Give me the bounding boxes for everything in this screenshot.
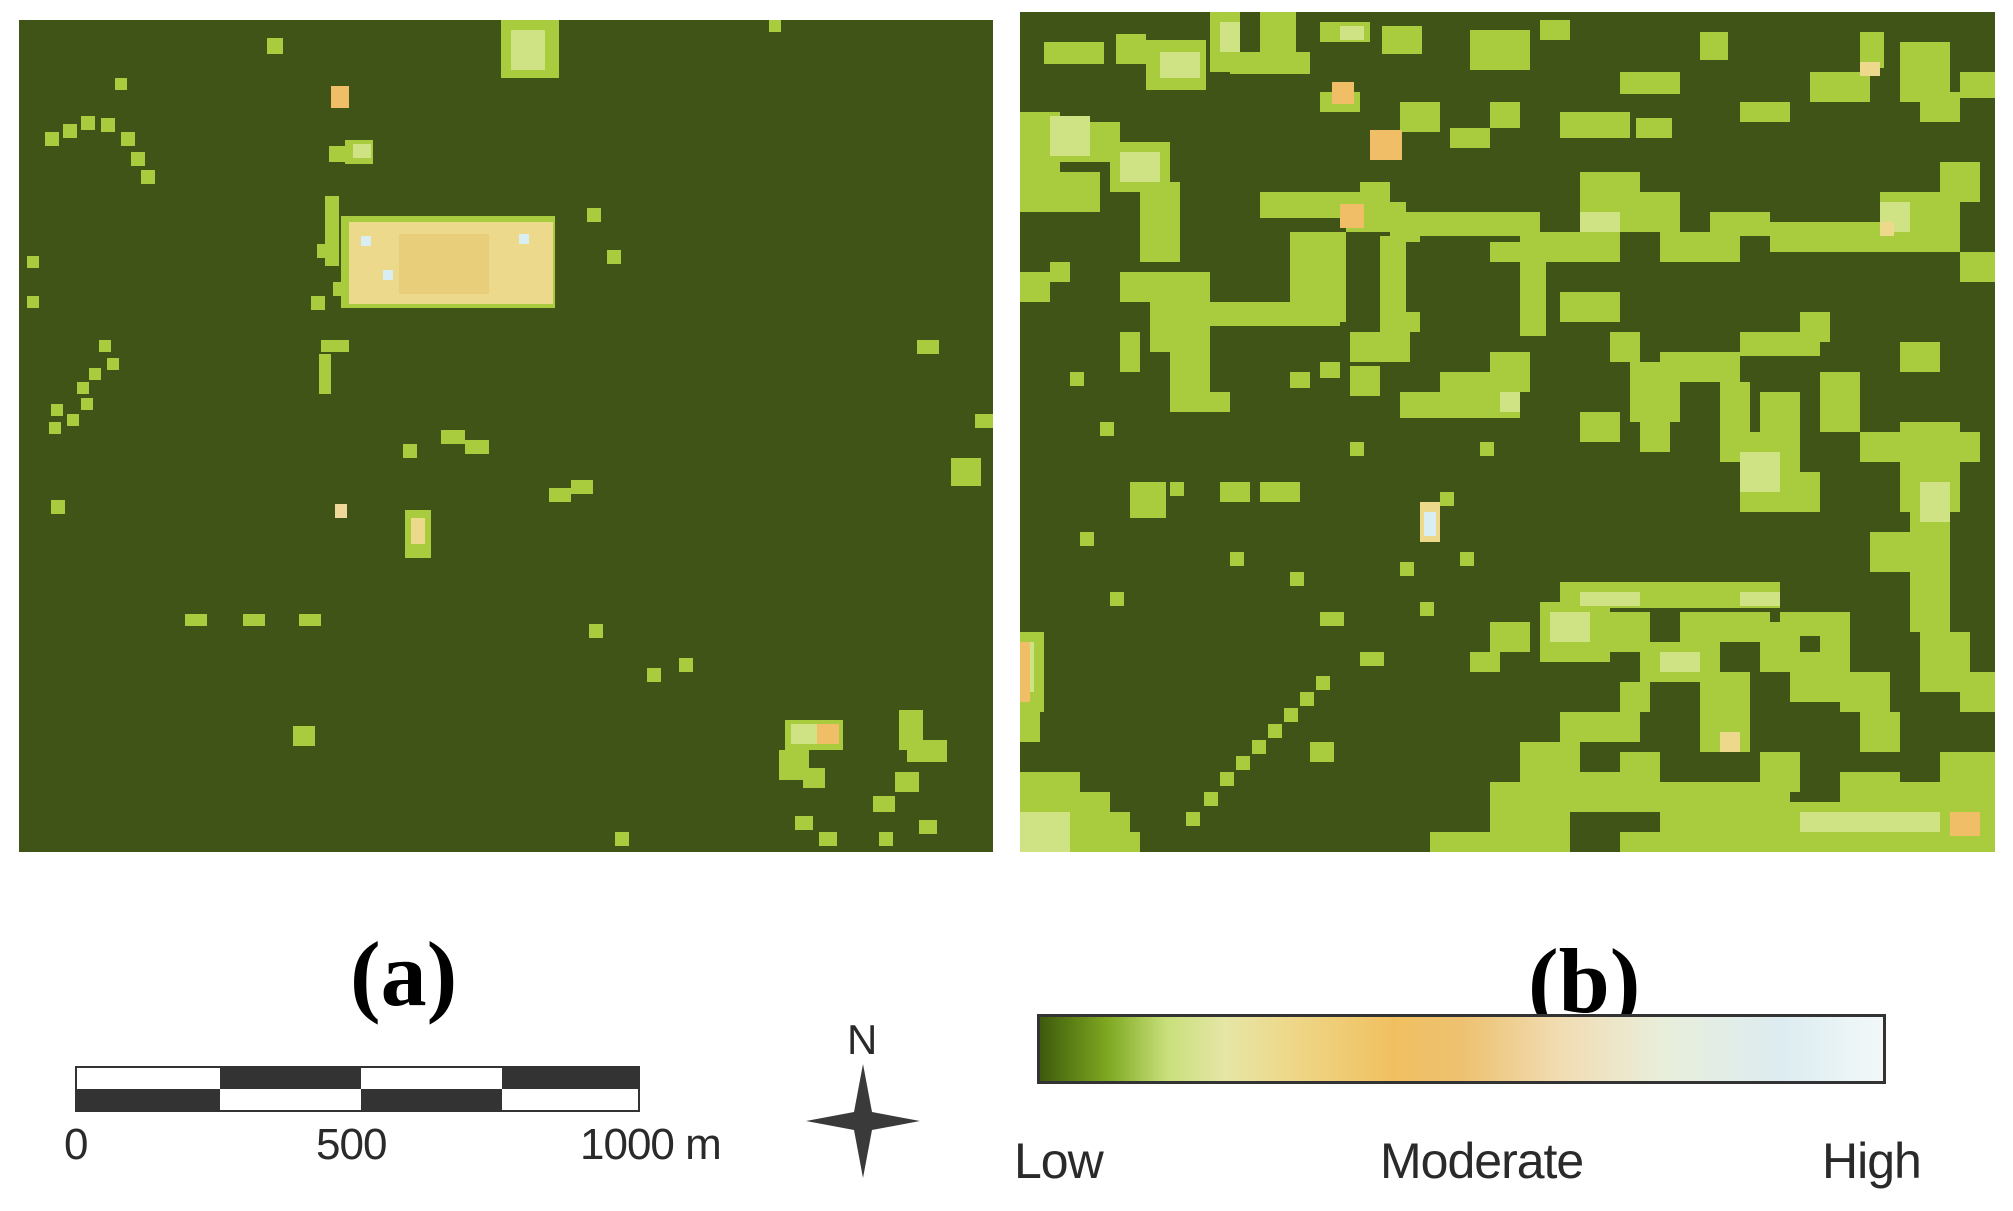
- legend-gradient-bar: [1037, 1014, 1886, 1084]
- scale-tick-0: 0: [64, 1120, 89, 1169]
- legend-low-label: Low: [1014, 1133, 1104, 1189]
- map-panel-b: [1020, 12, 1995, 852]
- scale-tick-500: 500: [316, 1120, 387, 1169]
- map-panel-a: [19, 20, 993, 852]
- scale-tick-1000: 1000 m: [580, 1120, 722, 1169]
- panel-label-b: (b): [1528, 930, 1641, 1032]
- legend-high-label: High: [1822, 1133, 1922, 1189]
- scale-bar: [75, 1066, 640, 1112]
- north-arrow-icon: [806, 1064, 920, 1178]
- panel-label-a: (a): [350, 923, 458, 1025]
- north-label: N: [847, 1016, 878, 1063]
- legend-moderate-label: Moderate: [1380, 1133, 1584, 1189]
